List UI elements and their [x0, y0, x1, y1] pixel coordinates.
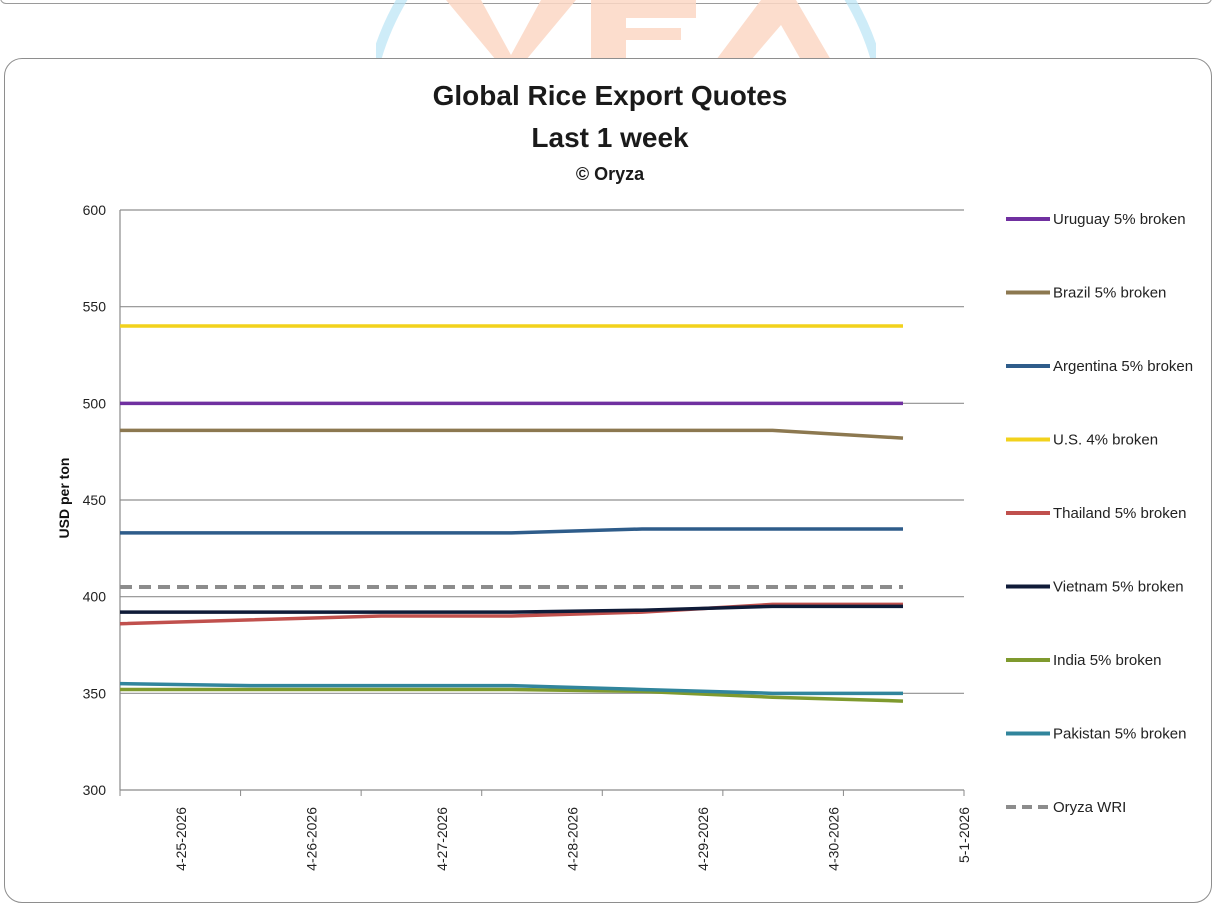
legend-label: Argentina 5% broken [1053, 358, 1193, 375]
legend-label: Brazil 5% broken [1053, 285, 1166, 302]
chart-frame [4, 58, 1212, 903]
series-line [119, 602, 903, 626]
series-line [119, 681, 903, 696]
x-tick-label: 4-29-2026 [695, 807, 711, 871]
legend-label: Thailand 5% broken [1053, 505, 1186, 522]
legend-label: Pakistan 5% broken [1053, 726, 1186, 743]
x-tick-label: 4-26-2026 [304, 807, 320, 871]
watermark-logo [376, 0, 876, 60]
y-tick-label: 450 [83, 492, 107, 508]
legend-label: Uruguay 5% broken [1053, 211, 1186, 228]
x-tick-label: 5-1-2026 [956, 807, 972, 863]
x-tick-label: 4-28-2026 [565, 807, 581, 871]
y-tick-label: 350 [83, 685, 107, 701]
legend-label: India 5% broken [1053, 652, 1161, 669]
y-tick-label: 550 [83, 299, 107, 315]
y-tick-label: 600 [83, 202, 107, 218]
legend-label: U.S. 4% broken [1053, 432, 1158, 449]
x-tick-label: 4-25-2026 [173, 807, 189, 871]
x-tick-label: 4-27-2026 [434, 807, 450, 871]
series-line [120, 687, 904, 703]
y-tick-label: 300 [83, 782, 107, 798]
chart-title: Global Rice Export Quotes [432, 80, 788, 111]
series-line [120, 604, 903, 614]
y-tick-label: 400 [83, 589, 107, 605]
chart-subtitle: Last 1 week [531, 122, 689, 153]
y-tick-label: 500 [83, 395, 107, 411]
chart-credit: © Oryza [575, 164, 645, 184]
legend-label: Oryza WRI [1053, 799, 1126, 816]
legend-label: Vietnam 5% broken [1053, 579, 1184, 596]
series-line [120, 428, 904, 440]
x-tick-label: 4-30-2026 [826, 807, 842, 871]
series-line [120, 527, 903, 535]
